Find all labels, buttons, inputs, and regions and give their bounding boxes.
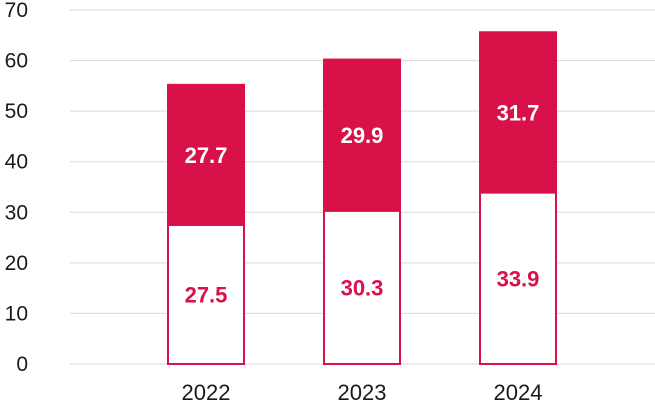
- bar-segment-2023-s1: [323, 209, 401, 365]
- y-tick-label: 50: [5, 100, 28, 123]
- y-tick-label: 40: [5, 151, 28, 174]
- bar-segment-2022-s2: [167, 83, 245, 226]
- bars: 27.5 27.7 30.3 29.9 33.9 31.7: [167, 31, 557, 365]
- data-label: 27.7: [185, 143, 228, 168]
- bar-segment-2023-s2: [323, 58, 401, 212]
- y-tick-label: 20: [5, 252, 28, 275]
- data-label: 33.9: [497, 266, 540, 291]
- bar-segment-2022-s1: [167, 223, 245, 365]
- x-tick-label: 2022: [182, 380, 231, 405]
- y-tick-label: 60: [5, 50, 28, 73]
- y-axis: 0 10 20 30 40 50 60 70: [5, 0, 28, 376]
- data-label: 30.3: [341, 275, 384, 300]
- y-tick-label: 0: [16, 353, 28, 376]
- data-label: 31.7: [497, 100, 540, 125]
- bar-segment-2024-s1: [479, 191, 557, 365]
- y-tick-label: 70: [5, 0, 28, 22]
- x-tick-label: 2024: [494, 380, 543, 405]
- y-tick-label: 10: [5, 302, 28, 325]
- x-tick-label: 2023: [338, 380, 387, 405]
- data-label: 29.9: [341, 123, 384, 148]
- x-axis: 2022 2023 2024: [182, 380, 543, 405]
- data-label: 27.5: [185, 282, 228, 307]
- y-tick-label: 30: [5, 201, 28, 224]
- bar-segment-2024-s2: [479, 31, 557, 194]
